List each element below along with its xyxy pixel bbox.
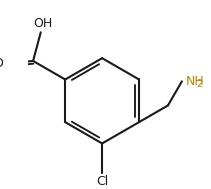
- Text: Cl: Cl: [96, 175, 108, 188]
- Text: NH: NH: [186, 75, 204, 88]
- Text: OH: OH: [33, 17, 52, 30]
- Text: 2: 2: [196, 79, 202, 89]
- Text: O: O: [0, 57, 4, 70]
